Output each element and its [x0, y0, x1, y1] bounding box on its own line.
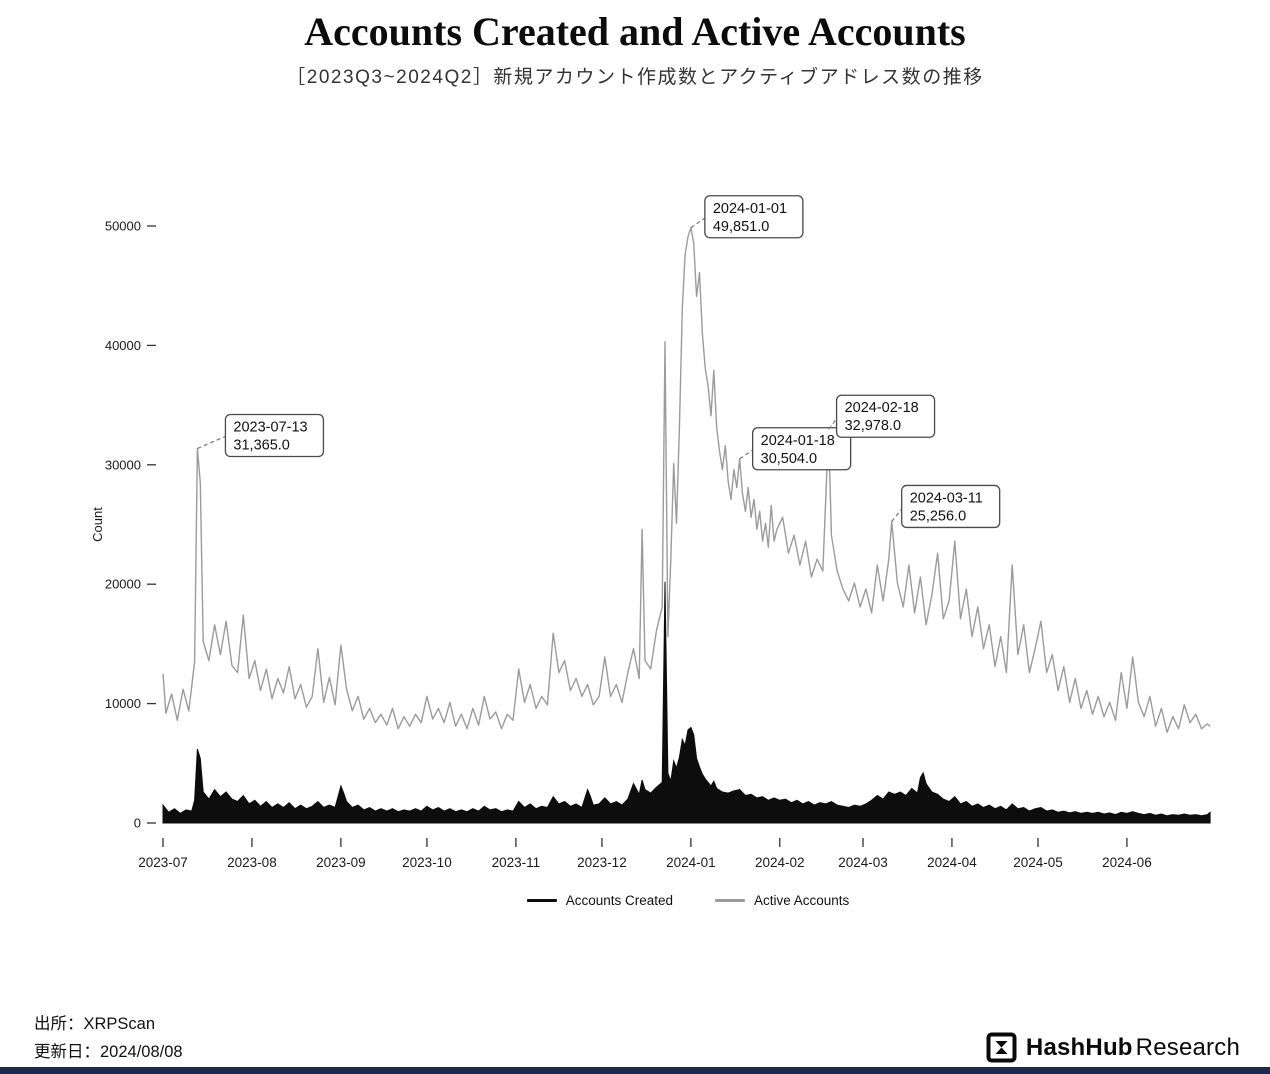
x-tick-label: 2024-03	[838, 855, 888, 870]
annotation-connector	[828, 415, 840, 430]
x-tick-label: 2023-07	[138, 855, 188, 870]
legend-item-active-accounts: Active Accounts	[715, 893, 849, 908]
y-tick-label: 10000	[105, 696, 141, 711]
x-tick-label: 2024-04	[927, 855, 977, 870]
annotation-date: 2024-02-18	[845, 400, 919, 416]
y-tick-label: 0	[134, 816, 141, 831]
y-tick-label: 50000	[105, 219, 141, 234]
annotation-box	[751, 427, 852, 471]
x-tick-label: 2024-01	[666, 855, 716, 870]
legend-line-active-accounts	[715, 899, 745, 902]
annotation-value: 25,256.0	[910, 508, 966, 524]
annotation-2024-01-18: 2024-01-18 30,504.0	[739, 427, 852, 471]
legend-item-accounts-created: Accounts Created	[526, 893, 673, 908]
annotation-box	[224, 413, 325, 458]
x-tick-label: 2023-11	[492, 855, 541, 870]
brand-name-bold: HashHub	[1025, 1033, 1133, 1061]
annotation-date: 2023-07-13	[233, 420, 307, 436]
annotation-2024-02-18: 2024-02-18 32,978.0	[828, 394, 936, 438]
x-tick-label: 2024-02	[755, 855, 805, 870]
annotation-2024-03-11: 2024-03-11 25,256.0	[891, 484, 1001, 529]
y-tick-label: 20000	[105, 577, 141, 592]
x-axis: 2023-07 2023-08 2023-09 2023-10 2023-11 2023-…	[138, 838, 1152, 870]
annotation-date: 2024-03-11	[910, 490, 983, 506]
chart-legend: Accounts Created Active Accounts	[163, 893, 1213, 908]
x-tick-label: 2023-10	[402, 855, 452, 870]
annotation-connector	[197, 434, 228, 450]
legend-label-active-accounts: Active Accounts	[754, 893, 850, 908]
y-tick-label: 40000	[105, 338, 141, 353]
brand-text: HashHub Research	[1026, 1034, 1240, 1062]
annotation-2024-01-01: 2024-01-01 49,851.0	[690, 195, 804, 239]
annotation-box	[901, 484, 1001, 529]
x-tick-label: 2023-08	[227, 855, 277, 870]
annotation-2023-07-13: 2023-07-13 31,365.0	[197, 413, 325, 458]
page-subtitle: ［2023Q3~2024Q2］新規アカウント作成数とアクティブアドレス数の推移	[286, 67, 984, 88]
x-tick-label: 2024-05	[1013, 855, 1063, 870]
hashhub-logo-icon	[986, 1032, 1017, 1063]
annotation-value: 32,978.0	[845, 418, 901, 434]
y-axis-title: Count	[90, 507, 105, 542]
annotation-box	[704, 195, 804, 239]
annotation-value: 31,365.0	[233, 438, 289, 454]
annotation-value: 49,851.0	[713, 219, 769, 235]
annotation-connector	[690, 216, 708, 229]
y-tick-label: 30000	[105, 457, 141, 472]
y-axis: 0 10000 20000 30000 40000 50000 Count	[90, 219, 156, 831]
updated-text: 更新日：2024/08/08	[34, 1043, 183, 1062]
annotation-date: 2024-01-18	[761, 433, 835, 449]
source-block: 出所：XRPScan 更新日：2024/08/08	[34, 1010, 183, 1066]
source-text: 出所：XRPScan	[34, 1015, 156, 1033]
series-accounts-created-area	[162, 581, 1211, 824]
hashhub-logo: HashHub Research	[986, 1032, 1240, 1063]
annotation-value: 30,504.0	[761, 451, 817, 467]
x-tick-label: 2024-06	[1102, 855, 1152, 870]
page-title: Accounts Created and Active Accounts	[304, 9, 966, 54]
bottom-accent-bar	[0, 1067, 1270, 1074]
annotation-date: 2024-01-01	[713, 201, 787, 217]
legend-label-accounts-created: Accounts Created	[565, 893, 673, 908]
x-tick-label: 2023-12	[577, 855, 627, 870]
x-tick-label: 2023-09	[316, 855, 366, 870]
brand-name-light: Research	[1135, 1033, 1240, 1061]
legend-line-accounts-created	[526, 899, 557, 902]
annotation-box	[835, 394, 936, 438]
series-active-accounts-line	[162, 227, 1211, 733]
